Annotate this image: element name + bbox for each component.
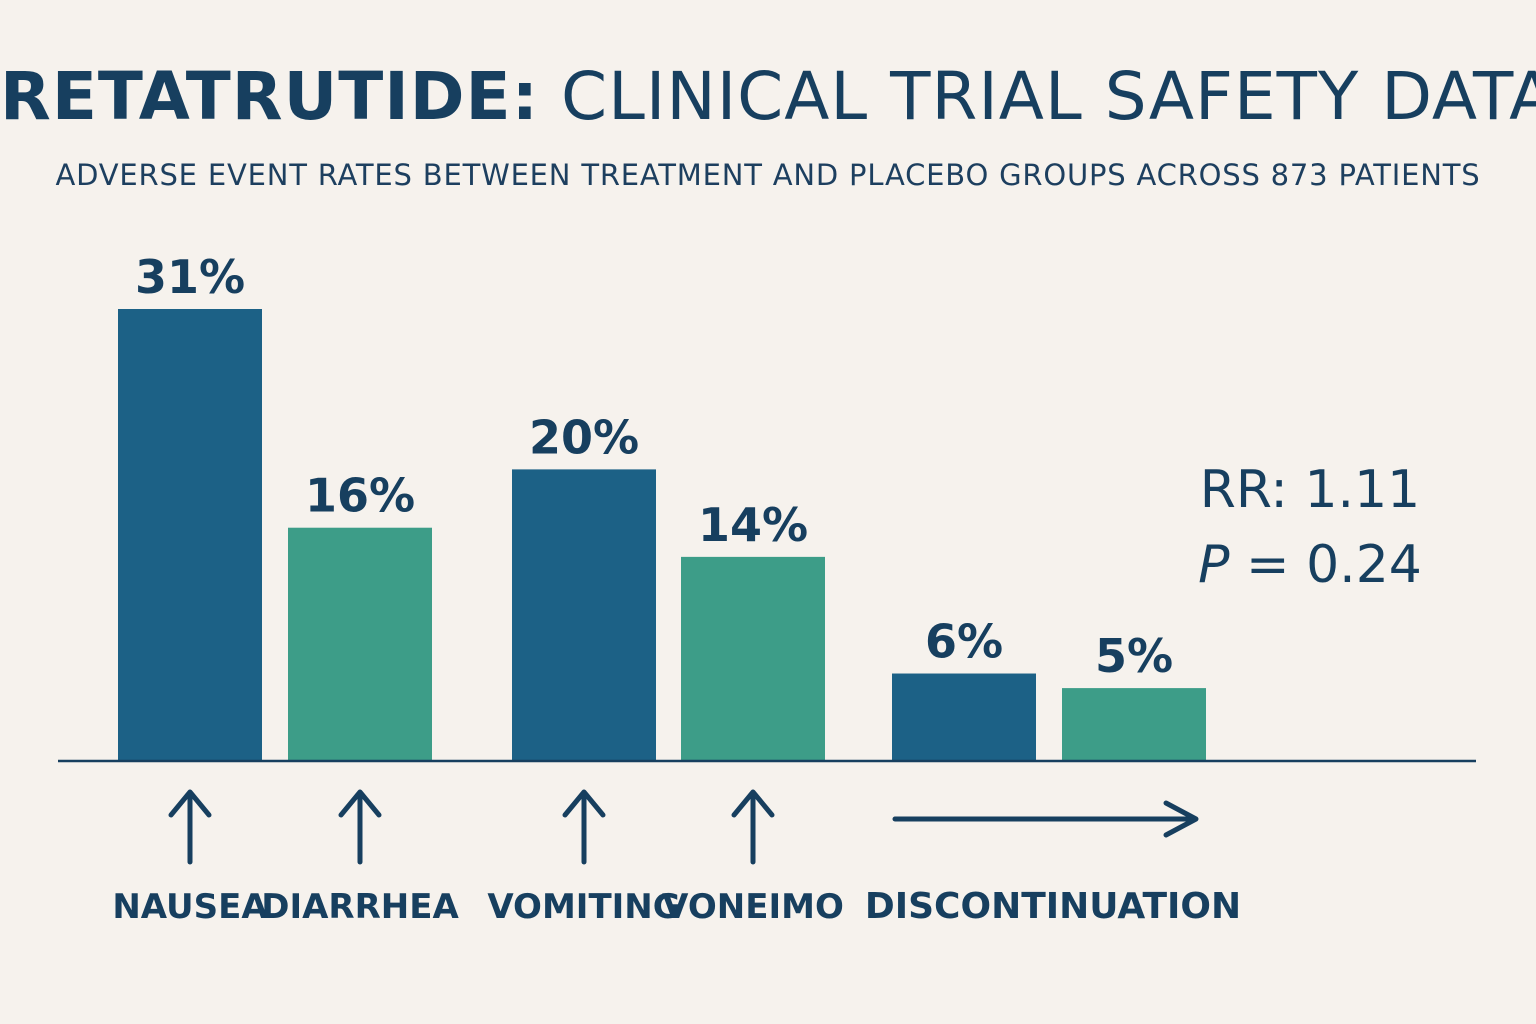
- up-arrow-icon: [731, 789, 775, 865]
- chart-subtitle: ADVERSE EVENT RATES BETWEEN TREATMENT AN…: [55, 158, 1481, 192]
- category-label: NAUSEA: [112, 887, 268, 927]
- bar-placebo-1: [288, 527, 432, 761]
- bar-placebo-5: [1062, 688, 1206, 761]
- bar-value-label: 5%: [1095, 629, 1173, 683]
- category-label: VOMITING: [487, 887, 680, 927]
- relative-risk-stat: RR: 1.11: [1199, 460, 1421, 520]
- bar-value-label: 20%: [529, 410, 639, 464]
- bar-placebo-3: [681, 556, 825, 761]
- up-arrow-icon: [562, 789, 606, 865]
- markers-layer: [168, 789, 1199, 865]
- up-arrow-icon: [168, 789, 212, 865]
- category-label: DIARRHEA: [261, 887, 459, 927]
- bar-value-label: 14%: [698, 498, 808, 552]
- value-labels-layer: 31% 16% 20% 14% 6% 5%: [135, 250, 1173, 683]
- bar-treatment-0: [118, 309, 262, 761]
- category-label: VONEIMO: [662, 887, 844, 927]
- bar-value-label: 6%: [925, 615, 1003, 669]
- up-arrow-icon: [338, 789, 382, 865]
- chart-title-strong: RETATRUTIDE:: [0, 58, 540, 135]
- bar-value-label: 31%: [135, 250, 245, 304]
- p-value-stat: P = 0.24: [1160, 530, 1460, 600]
- chart-title-rest: CLINICAL TRIAL SAFETY DATA: [561, 58, 1536, 135]
- chart-title: RETATRUTIDE: CLINICAL TRIAL SAFETY DATA: [0, 58, 1536, 136]
- bar-treatment-2: [512, 469, 656, 761]
- bar-treatment-4: [892, 673, 1036, 761]
- bars-layer: [118, 309, 1206, 761]
- bar-value-label: 16%: [305, 469, 415, 523]
- p-symbol: P: [1198, 535, 1230, 595]
- category-label: DISCONTINUATION: [865, 886, 1241, 927]
- right-arrow-icon: [892, 800, 1199, 838]
- p-value: = 0.24: [1229, 535, 1422, 595]
